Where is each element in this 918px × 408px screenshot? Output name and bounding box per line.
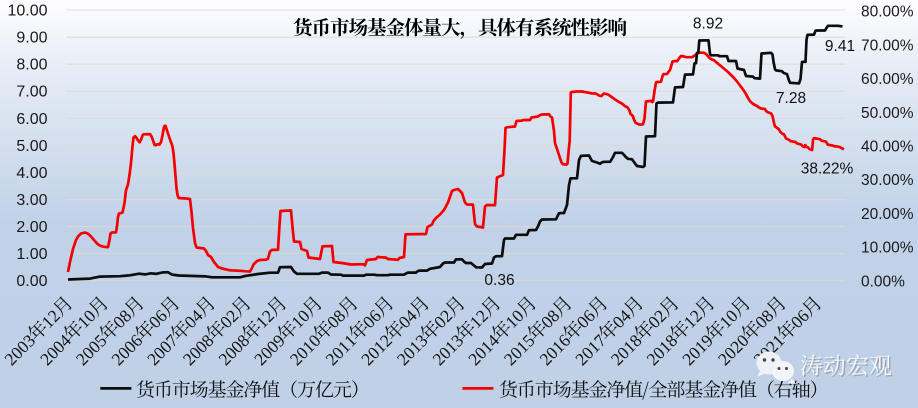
svg-text:10.00%: 10.00% xyxy=(861,240,914,257)
svg-text:7.00: 7.00 xyxy=(16,84,47,101)
svg-text:9.41: 9.41 xyxy=(825,38,855,55)
svg-text:4.00: 4.00 xyxy=(16,165,47,182)
svg-text:8.00: 8.00 xyxy=(16,57,47,74)
svg-text:0.36: 0.36 xyxy=(484,272,514,289)
svg-text:20.00%: 20.00% xyxy=(861,206,914,223)
svg-text:1.00: 1.00 xyxy=(16,246,47,263)
svg-text:50.00%: 50.00% xyxy=(861,105,914,122)
svg-text:2.00: 2.00 xyxy=(16,219,47,236)
svg-text:9.00: 9.00 xyxy=(16,30,47,47)
svg-text:0.00: 0.00 xyxy=(16,273,47,290)
svg-text:8.92: 8.92 xyxy=(693,16,723,33)
svg-text:80.00%: 80.00% xyxy=(861,4,914,21)
svg-text:38.22%: 38.22% xyxy=(801,161,854,178)
svg-text:0.00%: 0.00% xyxy=(861,273,905,290)
svg-text:60.00%: 60.00% xyxy=(861,71,914,88)
svg-text:5.00: 5.00 xyxy=(16,138,47,155)
svg-text:70.00%: 70.00% xyxy=(861,37,914,54)
svg-text:40.00%: 40.00% xyxy=(861,139,914,156)
svg-text:6.00: 6.00 xyxy=(16,111,47,128)
svg-text:7.28: 7.28 xyxy=(776,90,806,107)
svg-text:30.00%: 30.00% xyxy=(861,172,914,189)
svg-text:3.00: 3.00 xyxy=(16,192,47,209)
svg-text:10.00: 10.00 xyxy=(7,3,47,20)
